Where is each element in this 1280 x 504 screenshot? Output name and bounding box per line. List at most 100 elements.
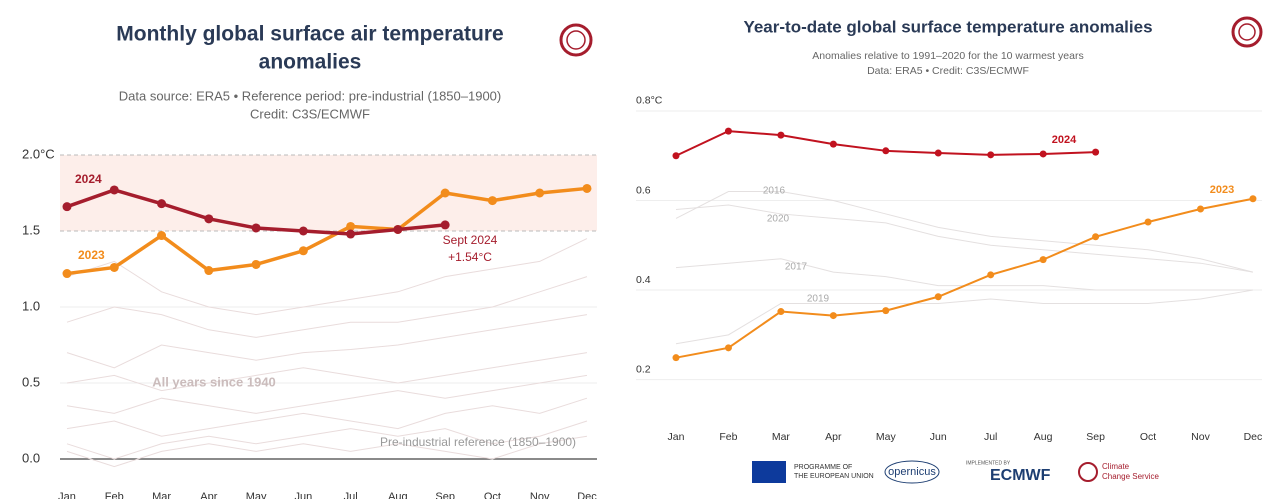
background-line xyxy=(66,435,588,468)
background-line xyxy=(66,420,588,460)
background-line xyxy=(66,374,588,414)
data-point xyxy=(298,246,308,256)
x-tick-label: Sep xyxy=(1086,431,1105,443)
data-point xyxy=(934,293,942,301)
data-point xyxy=(251,223,261,233)
annotation: Pre-industrial reference (1850–1900) xyxy=(380,435,576,449)
copernicus-logo xyxy=(884,460,940,484)
annotation: +1.54°C xyxy=(448,250,492,264)
logo-left xyxy=(559,23,593,57)
data-point xyxy=(1092,148,1100,156)
chart-subtitle: Data source: ERA5 • Reference period: pr… xyxy=(119,88,501,103)
y-tick-label: 2.0°C xyxy=(22,146,55,161)
annotation: Sept 2024 xyxy=(443,233,498,247)
background-line xyxy=(66,314,588,369)
y-tick-label: 0.4 xyxy=(636,274,651,286)
y-tick-label: 1.0 xyxy=(22,298,40,313)
data-point xyxy=(535,188,545,198)
x-tick-label: Mar xyxy=(772,431,791,443)
data-point xyxy=(724,127,732,135)
x-tick-label: Aug xyxy=(1034,431,1053,443)
data-point xyxy=(777,131,785,139)
eu-text: PROGRAMME OF xyxy=(794,464,852,471)
logo-right xyxy=(1231,16,1263,48)
x-tick-label: Feb xyxy=(105,491,124,499)
data-point xyxy=(1092,233,1100,241)
data-point xyxy=(934,149,942,157)
chart-title: Year-to-date global surface temperature … xyxy=(743,17,1152,36)
y-tick-label: 0.8°C xyxy=(636,95,663,107)
data-point xyxy=(109,262,119,272)
data-point xyxy=(1197,205,1204,213)
chart-title: Monthly global surface air temperature xyxy=(116,23,503,46)
series-label: 2024 xyxy=(1052,134,1077,146)
background-line xyxy=(66,238,588,316)
chart-title: anomalies xyxy=(259,51,362,74)
data-point xyxy=(672,152,680,160)
data-point xyxy=(829,312,837,320)
c3s-logo xyxy=(1078,462,1098,482)
implemented-text: IMPLEMENTED BY xyxy=(966,460,1011,466)
chart-subtitle: Credit: C3S/ECMWF xyxy=(250,106,370,121)
data-point xyxy=(440,188,450,198)
y-tick-label: 0.5 xyxy=(22,374,40,389)
series-label: 2023 xyxy=(1210,184,1234,196)
data-point xyxy=(487,196,497,206)
x-tick-label: Oct xyxy=(484,491,501,499)
copernicus-text: opernicus xyxy=(888,466,936,478)
reference-band xyxy=(60,155,597,231)
y-tick-label: 0.0 xyxy=(22,450,40,465)
data-point xyxy=(829,140,837,148)
x-tick-label: Nov xyxy=(1191,431,1210,443)
x-tick-label: Jul xyxy=(344,491,358,499)
x-tick-label: Jan xyxy=(58,491,76,499)
x-tick-label: Jan xyxy=(668,431,685,443)
series-label: 2019 xyxy=(807,294,830,305)
series-line xyxy=(675,289,1254,345)
data-point xyxy=(298,226,308,236)
ecmwf-text: ECMWF xyxy=(990,467,1051,484)
data-point xyxy=(62,269,72,279)
x-tick-label: May xyxy=(246,491,267,499)
data-point xyxy=(672,354,680,362)
data-point xyxy=(987,271,995,279)
series-label: 2016 xyxy=(763,186,786,197)
series-label: 2020 xyxy=(767,214,790,225)
x-tick-label: Feb xyxy=(719,431,737,443)
x-tick-label: Mar xyxy=(152,491,171,499)
data-point xyxy=(882,307,890,315)
x-tick-label: Aug xyxy=(388,491,408,499)
y-tick-label: 1.5 xyxy=(22,222,40,237)
annotation: All years since 1940 xyxy=(152,374,276,389)
data-point xyxy=(987,151,995,159)
data-point xyxy=(62,202,72,212)
x-tick-label: Sep xyxy=(435,491,455,499)
chart-subtitle: Data: ERA5 • Credit: C3S/ECMWF xyxy=(867,65,1029,77)
x-tick-label: Apr xyxy=(200,491,217,499)
series-line xyxy=(66,186,588,276)
x-tick-label: Jun xyxy=(930,431,947,443)
data-point xyxy=(724,344,732,352)
data-point xyxy=(882,147,890,155)
data-point xyxy=(1039,256,1047,264)
background-line xyxy=(66,352,588,392)
data-point xyxy=(157,199,167,209)
x-tick-label: Dec xyxy=(1244,431,1263,443)
data-point xyxy=(1039,150,1047,158)
x-tick-label: Nov xyxy=(530,491,550,499)
x-tick-label: Apr xyxy=(825,431,842,443)
data-point xyxy=(109,185,119,195)
series-line xyxy=(675,191,1254,273)
eu-text: THE EUROPEAN UNION xyxy=(794,473,874,480)
data-point xyxy=(440,220,450,230)
data-point xyxy=(204,266,214,276)
y-tick-label: 0.2 xyxy=(636,363,651,375)
x-tick-label: Jun xyxy=(294,491,312,499)
data-point xyxy=(346,229,356,239)
c3s-text: Change Service xyxy=(1102,472,1159,481)
eu-flag xyxy=(752,461,786,483)
data-point xyxy=(777,308,785,316)
data-point xyxy=(582,183,592,193)
data-point xyxy=(346,221,356,231)
